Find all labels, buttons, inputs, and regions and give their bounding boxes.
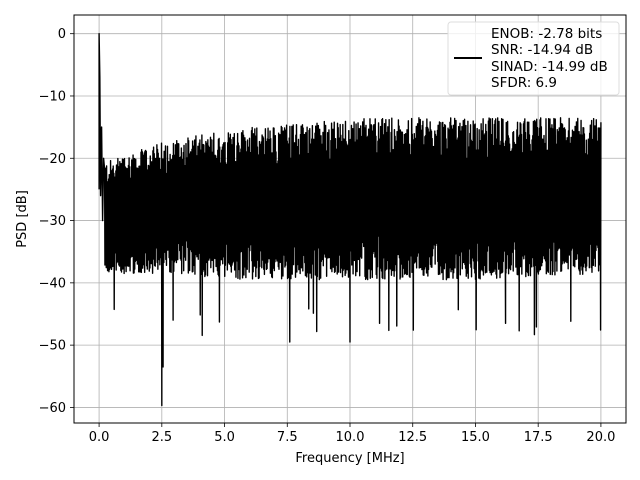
y-tick-label: −50 — [39, 339, 66, 354]
y-tick-label: −40 — [39, 276, 66, 291]
x-tick-label: 5.0 — [214, 430, 235, 445]
x-tick-label: 7.5 — [277, 430, 298, 445]
psd-series-line — [98, 32, 602, 407]
x-tick-label: 0.0 — [89, 430, 110, 445]
y-tick-label: −10 — [39, 89, 66, 104]
x-tick-label: 20.0 — [586, 430, 615, 445]
ticks: 0.0 2.5 5.0 7.5 10.0 12.5 15.0 17.5 20.0 0 −10 −20 −… — [39, 27, 616, 445]
y-tick-label: −20 — [39, 152, 66, 167]
y-tick-label: −60 — [39, 401, 66, 416]
x-tick-label: 12.5 — [398, 430, 427, 445]
legend-sinad: SINAD: -14.99 dB — [491, 59, 608, 75]
legend-box — [447, 21, 620, 96]
x-tick-label: 17.5 — [524, 430, 553, 445]
series-layer — [98, 32, 602, 407]
x-tick-label: 2.5 — [151, 430, 172, 445]
y-axis-label: PSD [dB] — [15, 190, 30, 248]
x-axis-label: Frequency [MHz] — [295, 451, 404, 466]
y-tick-label: 0 — [58, 27, 66, 42]
legend-sfdr: SFDR: 6.9 — [491, 75, 557, 91]
x-tick-label: 10.0 — [336, 430, 365, 445]
x-tick-label: 15.0 — [461, 430, 490, 445]
legend: ENOB: -2.78 bits SNR: -14.94 dB SINAD: -… — [447, 21, 620, 96]
y-tick-label: −30 — [39, 214, 66, 229]
legend-enob: ENOB: -2.78 bits — [491, 26, 602, 42]
legend-snr: SNR: -14.94 dB — [491, 42, 593, 58]
